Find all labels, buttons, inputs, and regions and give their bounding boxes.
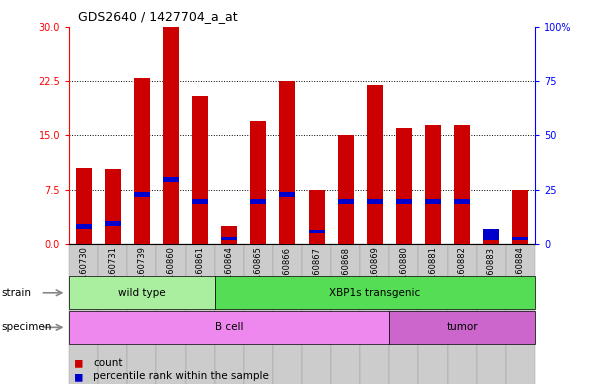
Text: count: count [93,358,123,368]
Bar [483,229,499,244]
FancyBboxPatch shape [506,244,535,384]
Bar [221,226,237,244]
Text: ■: ■ [75,356,82,369]
FancyBboxPatch shape [156,244,186,384]
Bar [105,221,121,226]
FancyBboxPatch shape [331,244,360,384]
Bar [221,237,237,240]
Text: specimen: specimen [1,322,52,333]
Bar [279,192,296,197]
FancyBboxPatch shape [389,311,535,344]
FancyBboxPatch shape [418,244,448,384]
FancyBboxPatch shape [69,276,215,309]
Text: ■: ■ [75,370,82,383]
FancyBboxPatch shape [215,244,244,384]
Bar [192,199,208,204]
Bar [425,199,441,204]
Bar [308,230,325,233]
Bar [367,85,383,244]
FancyBboxPatch shape [69,311,389,344]
FancyBboxPatch shape [477,244,506,384]
FancyBboxPatch shape [127,244,156,384]
FancyBboxPatch shape [69,244,98,384]
Bar [163,177,179,182]
Bar [192,96,208,244]
FancyBboxPatch shape [360,244,389,384]
Bar [134,78,150,244]
Bar [454,124,470,244]
FancyBboxPatch shape [215,276,535,309]
FancyBboxPatch shape [186,244,215,384]
Bar [338,136,353,244]
Bar [454,199,470,204]
Text: GDS2640 / 1427704_a_at: GDS2640 / 1427704_a_at [78,10,238,23]
Bar [483,229,499,240]
Text: tumor: tumor [447,322,478,333]
Bar [163,27,179,244]
FancyBboxPatch shape [273,244,302,384]
FancyBboxPatch shape [98,244,127,384]
Bar [105,169,121,244]
Bar [76,168,92,244]
Bar [367,199,383,204]
Bar [512,190,528,244]
Bar [338,199,353,204]
FancyBboxPatch shape [389,244,418,384]
Bar [251,121,266,244]
Text: wild type: wild type [118,288,166,298]
Bar [76,224,92,229]
Text: B cell: B cell [215,322,243,333]
Bar [425,124,441,244]
Bar [396,128,412,244]
Bar [396,199,412,204]
FancyBboxPatch shape [302,244,331,384]
Text: XBP1s transgenic: XBP1s transgenic [329,288,421,298]
FancyBboxPatch shape [448,244,477,384]
Bar [279,81,296,244]
FancyBboxPatch shape [244,244,273,384]
Bar [251,199,266,204]
Bar [308,190,325,244]
Bar [512,237,528,240]
Bar [134,192,150,197]
Text: strain: strain [1,288,31,298]
Text: percentile rank within the sample: percentile rank within the sample [93,371,269,381]
